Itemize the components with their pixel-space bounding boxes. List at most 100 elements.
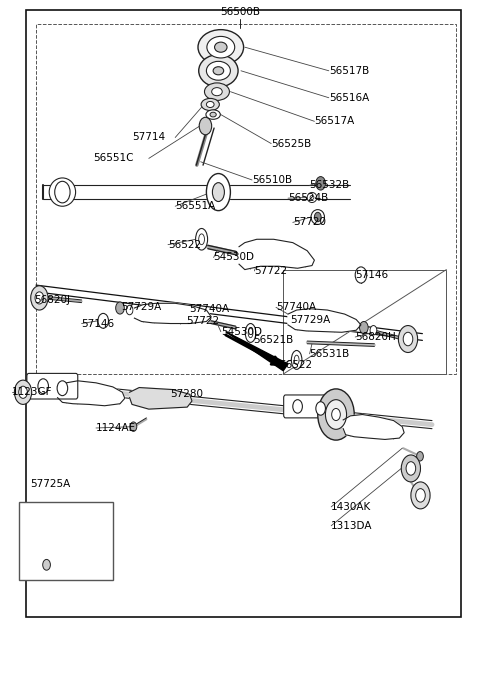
Circle shape bbox=[314, 212, 321, 222]
Text: 56551A: 56551A bbox=[175, 202, 216, 211]
Text: 1430AK: 1430AK bbox=[331, 502, 372, 512]
Circle shape bbox=[316, 177, 325, 190]
Circle shape bbox=[293, 400, 302, 413]
Polygon shape bbox=[288, 309, 361, 332]
Circle shape bbox=[57, 381, 68, 396]
Text: 1313DA: 1313DA bbox=[331, 521, 372, 530]
Ellipse shape bbox=[311, 210, 324, 224]
Polygon shape bbox=[226, 332, 288, 371]
Circle shape bbox=[332, 408, 340, 421]
Text: 56525B: 56525B bbox=[271, 139, 312, 148]
FancyBboxPatch shape bbox=[284, 395, 333, 418]
Ellipse shape bbox=[291, 350, 302, 369]
Text: 1124AE: 1124AE bbox=[96, 423, 136, 433]
Text: 56820H: 56820H bbox=[355, 332, 396, 342]
Text: 57740A: 57740A bbox=[190, 304, 230, 313]
Text: 57729A: 57729A bbox=[121, 303, 161, 312]
Ellipse shape bbox=[196, 228, 208, 250]
Polygon shape bbox=[130, 388, 192, 409]
Circle shape bbox=[14, 380, 32, 404]
Circle shape bbox=[130, 422, 137, 431]
Ellipse shape bbox=[248, 328, 253, 338]
Bar bbox=[19, 502, 113, 580]
Circle shape bbox=[417, 452, 423, 461]
Text: 1123GF: 1123GF bbox=[12, 388, 52, 397]
Text: 56500B: 56500B bbox=[220, 7, 260, 17]
Text: 56517A: 56517A bbox=[314, 117, 355, 126]
Text: 56522: 56522 bbox=[168, 240, 201, 249]
Text: 56531B: 56531B bbox=[310, 349, 350, 359]
Circle shape bbox=[199, 117, 212, 135]
Text: 54530D: 54530D bbox=[214, 253, 254, 262]
Circle shape bbox=[55, 181, 70, 203]
Bar bbox=[36, 24, 456, 374]
Text: 57714: 57714 bbox=[132, 133, 165, 142]
Polygon shape bbox=[58, 381, 125, 406]
Text: 57280: 57280 bbox=[170, 390, 204, 399]
Text: 57146: 57146 bbox=[355, 270, 388, 280]
Text: 56532B: 56532B bbox=[310, 181, 350, 190]
Circle shape bbox=[406, 462, 416, 475]
Text: 57740A: 57740A bbox=[276, 303, 316, 312]
Circle shape bbox=[325, 400, 347, 429]
Bar bbox=[283, 270, 446, 374]
Ellipse shape bbox=[210, 112, 216, 117]
Ellipse shape bbox=[207, 36, 235, 58]
Circle shape bbox=[38, 379, 48, 394]
Circle shape bbox=[43, 559, 50, 570]
Ellipse shape bbox=[245, 324, 256, 342]
Ellipse shape bbox=[206, 101, 214, 108]
Circle shape bbox=[318, 389, 354, 440]
Text: 56517B: 56517B bbox=[329, 66, 369, 75]
Ellipse shape bbox=[49, 178, 76, 206]
Circle shape bbox=[31, 286, 48, 310]
Circle shape bbox=[355, 267, 367, 283]
Circle shape bbox=[98, 313, 108, 328]
Ellipse shape bbox=[212, 183, 225, 202]
Circle shape bbox=[398, 326, 418, 353]
Ellipse shape bbox=[213, 67, 224, 75]
Text: 54530D: 54530D bbox=[221, 327, 262, 336]
Ellipse shape bbox=[204, 83, 229, 100]
Circle shape bbox=[316, 402, 325, 415]
Text: 56551C: 56551C bbox=[94, 154, 134, 163]
Ellipse shape bbox=[294, 355, 299, 365]
Ellipse shape bbox=[206, 173, 230, 211]
Text: 56522: 56522 bbox=[279, 361, 312, 370]
Ellipse shape bbox=[215, 42, 227, 52]
Text: 56510B: 56510B bbox=[252, 175, 292, 185]
Text: 56521B: 56521B bbox=[253, 336, 294, 345]
Text: 57146: 57146 bbox=[82, 319, 115, 328]
Circle shape bbox=[401, 455, 420, 482]
Ellipse shape bbox=[201, 98, 219, 111]
Text: 57722: 57722 bbox=[254, 266, 288, 276]
Circle shape bbox=[19, 386, 27, 398]
Text: 56820J: 56820J bbox=[35, 295, 71, 305]
Ellipse shape bbox=[206, 110, 220, 119]
Ellipse shape bbox=[198, 30, 244, 65]
Ellipse shape bbox=[199, 234, 204, 245]
Polygon shape bbox=[134, 303, 211, 324]
Text: 57729A: 57729A bbox=[290, 315, 331, 325]
Ellipse shape bbox=[199, 55, 238, 87]
Circle shape bbox=[126, 305, 133, 315]
Polygon shape bbox=[343, 415, 404, 439]
Circle shape bbox=[116, 302, 124, 314]
Circle shape bbox=[416, 489, 425, 502]
Ellipse shape bbox=[307, 193, 317, 202]
Circle shape bbox=[360, 321, 368, 334]
Ellipse shape bbox=[206, 61, 230, 80]
Circle shape bbox=[411, 482, 430, 509]
Text: 56524B: 56524B bbox=[288, 193, 328, 203]
Polygon shape bbox=[239, 239, 314, 270]
Text: 57722: 57722 bbox=[186, 316, 219, 326]
FancyBboxPatch shape bbox=[27, 373, 78, 399]
Text: 56516A: 56516A bbox=[329, 93, 369, 102]
Circle shape bbox=[370, 326, 377, 335]
Circle shape bbox=[403, 332, 413, 346]
Text: 57720: 57720 bbox=[293, 218, 326, 227]
Text: 57725A: 57725A bbox=[30, 479, 70, 489]
Ellipse shape bbox=[212, 88, 222, 96]
Circle shape bbox=[35, 292, 44, 304]
Ellipse shape bbox=[310, 195, 314, 200]
